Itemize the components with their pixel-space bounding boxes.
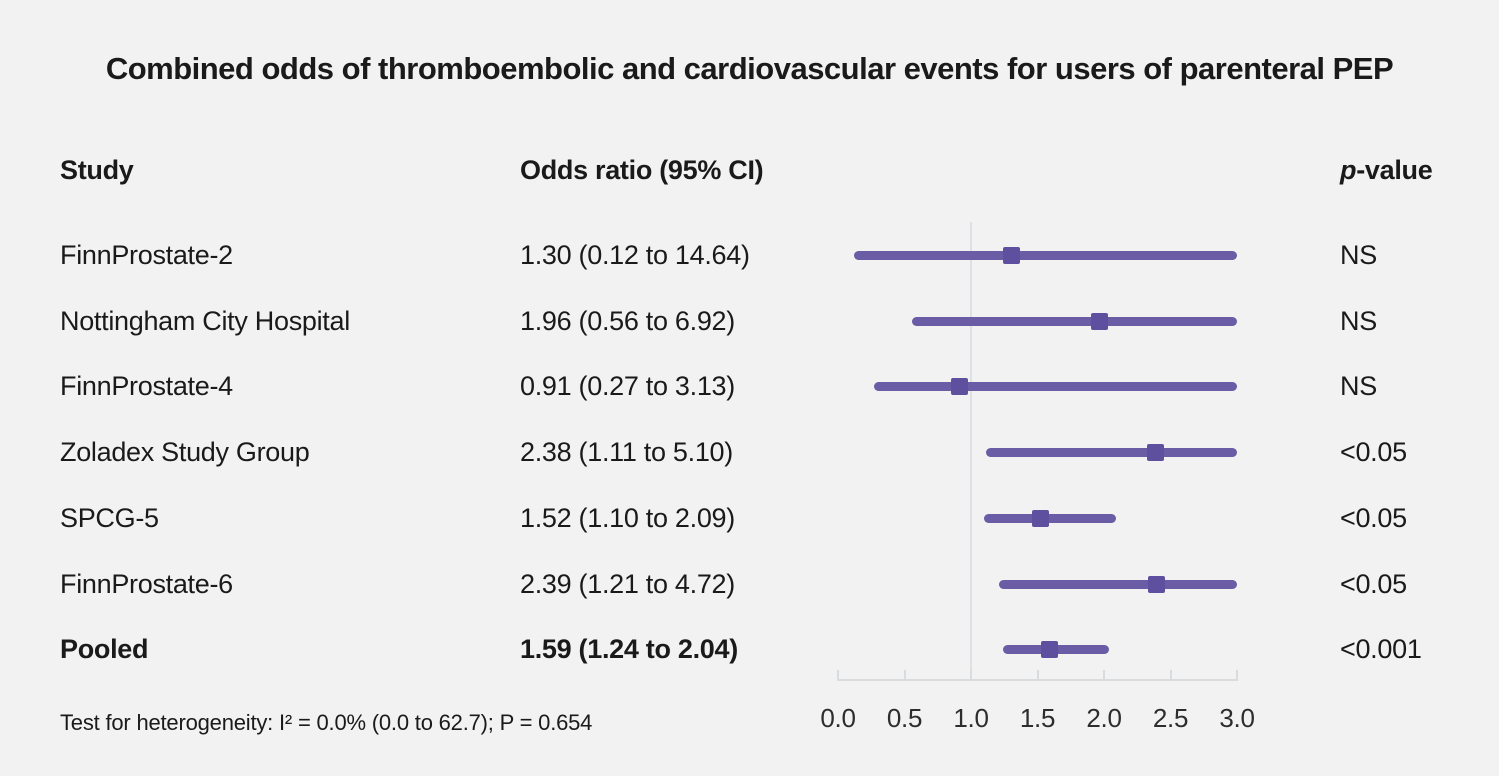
ci-line (985, 448, 1237, 457)
odds-ratio-label: 2.39 (1.21 to 4.72) (520, 569, 735, 599)
study-label: Nottingham City Hospital (60, 306, 350, 336)
estimate-marker (1032, 510, 1050, 527)
p-value-label: NS (1340, 240, 1377, 270)
estimate-marker (1090, 313, 1108, 330)
p-value-label: NS (1340, 306, 1377, 336)
column-header-study: Study (60, 155, 134, 185)
odds-ratio-label: 0.91 (0.27 to 3.13) (520, 371, 735, 401)
axis-tick (903, 670, 906, 679)
ci-line (873, 382, 1237, 391)
chart-title: Combined odds of thromboembolic and card… (105, 51, 1394, 86)
axis-tick (1236, 670, 1238, 679)
odds-ratio-label: 1.30 (0.12 to 14.64) (520, 240, 750, 270)
axis-tick-label: 3.0 (1219, 703, 1255, 733)
axis-tick-label: 0.5 (886, 703, 923, 733)
axis-tick-label: 2.0 (1086, 703, 1122, 733)
study-label: FinnProstate-4 (60, 371, 233, 401)
estimate-marker (951, 378, 969, 395)
study-label: Zoladex Study Group (60, 437, 310, 467)
column-header-odds-ratio: Odds ratio (95% CI) (520, 155, 764, 185)
p-value-label: <0.05 (1340, 437, 1407, 467)
odds-ratio-label: 2.38 (1.11 to 5.10) (520, 437, 733, 467)
axis-tick (837, 670, 839, 679)
reference-line (970, 222, 972, 680)
study-label: FinnProstate-2 (60, 240, 233, 270)
ci-line (984, 514, 1116, 523)
odds-ratio-label: 1.96 (0.56 to 6.92) (520, 306, 735, 336)
ci-line (853, 251, 1237, 260)
odds-ratio-label: 1.59 (1.24 to 2.04) (520, 634, 738, 664)
estimate-marker (1147, 576, 1165, 593)
p-value-header-rest: -value (1356, 155, 1433, 185)
axis-tick (1103, 670, 1105, 679)
axis-tick (1036, 670, 1039, 679)
axis-tick-label: 0.0 (820, 703, 856, 733)
axis-tick-label: 1.5 (1019, 703, 1056, 733)
p-value-label: <0.05 (1340, 569, 1407, 599)
p-value-label: <0.001 (1340, 634, 1422, 664)
column-header-p-value: p-value (1340, 153, 1433, 187)
p-value-label: <0.05 (1340, 503, 1407, 533)
estimate-marker (1146, 444, 1164, 461)
axis-tick-label: 1.0 (953, 703, 989, 733)
estimate-marker (1041, 641, 1059, 658)
heterogeneity-note: Test for heterogeneity: I² = 0.0% (0.0 t… (60, 710, 593, 735)
axis-tick-label: 2.5 (1152, 703, 1189, 733)
p-value-header-italic-p: p (1340, 155, 1357, 185)
estimate-marker (1002, 247, 1020, 264)
axis-tick (1169, 670, 1172, 679)
axis-tick (970, 670, 972, 679)
ci-line (912, 317, 1237, 326)
study-label: Pooled (60, 634, 149, 664)
p-value-label: NS (1340, 371, 1377, 401)
study-label: SPCG-5 (60, 503, 159, 533)
x-axis-line (837, 679, 1238, 681)
odds-ratio-label: 1.52 (1.10 to 2.09) (520, 503, 735, 533)
ci-line (998, 580, 1237, 589)
study-label: FinnProstate-6 (60, 569, 233, 599)
